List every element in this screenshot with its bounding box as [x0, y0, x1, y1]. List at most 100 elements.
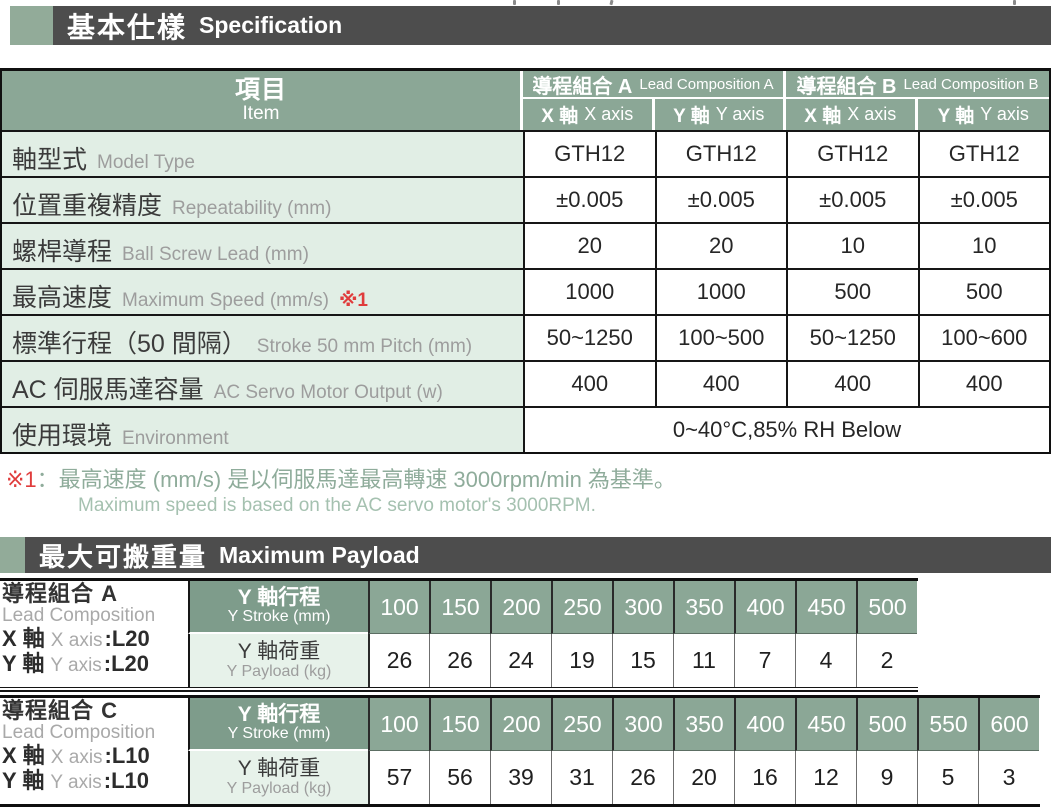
stroke-cell: 300 [612, 698, 673, 751]
stroke-cell: 400 [734, 698, 795, 751]
green-accent-square [0, 537, 25, 573]
group-a-zh: 導程組合 A [532, 75, 633, 98]
cell-value: 100~600 [917, 316, 1049, 360]
cell-value: 1000 [654, 270, 786, 314]
cell-value: ±0.005 [786, 178, 918, 222]
payload-cell: 7 [734, 634, 795, 687]
cell-value: 400 [917, 362, 1049, 406]
payload-cell: 31 [551, 751, 612, 804]
cell-value: GTH12 [523, 132, 655, 176]
stroke-cell: 350 [673, 581, 734, 634]
payload-cell: 26 [612, 751, 673, 804]
payload-cell: 3 [978, 751, 1039, 804]
green-accent-square [10, 6, 53, 45]
y-payload-header: Y 軸荷重 Y Payload (kg) [188, 751, 368, 804]
y-payload-header: Y 軸荷重 Y Payload (kg) [188, 634, 368, 687]
cell-value: 500 [917, 270, 1049, 314]
section-title-zh: 基本仕樣 [67, 11, 188, 43]
specification-table: 項目 Item 導程組合 A Lead Composition A 導程組合 B… [0, 68, 1051, 454]
payload-cell: 19 [551, 634, 612, 687]
stroke-cell: 450 [795, 581, 856, 634]
cell-value: 20 [654, 224, 786, 268]
stroke-cell: 300 [612, 581, 673, 634]
table-row-model-type: 軸型式 Model Type GTH12 GTH12 GTH12 GTH12 [2, 130, 1049, 176]
payload-cell: 39 [490, 751, 551, 804]
payload-cell: 26 [429, 634, 490, 687]
axis-header-b-x: X 軸 X axis [786, 99, 918, 130]
payload-cell: 20 [673, 751, 734, 804]
cell-value: 50~1250 [523, 316, 655, 360]
axis-header-a-y: Y 軸 Y axis [655, 99, 786, 130]
group-header-lead-composition-b: 導程組合 B Lead Composition B [786, 71, 1049, 99]
table-row-repeatability: 位置重複精度 Repeatability (mm) ±0.005 ±0.005 … [2, 176, 1049, 222]
stroke-cell: 200 [490, 581, 551, 634]
stroke-cell: 450 [795, 698, 856, 751]
cell-value: 400 [654, 362, 786, 406]
cell-value: 10 [786, 224, 918, 268]
stroke-cell: 150 [429, 698, 490, 751]
specification-table-header: 項目 Item 導程組合 A Lead Composition A 導程組合 B… [2, 71, 1049, 130]
payload-cell: 16 [734, 751, 795, 804]
table-row-maximum-speed: 最高速度 Maximum Speed (mm/s) ※1 1000 1000 5… [2, 268, 1049, 314]
cut-off-text-fragments [0, 0, 1051, 6]
payload-cell: 5 [917, 751, 978, 804]
cell-value: 10 [917, 224, 1049, 268]
table-row-environment: 使用環境 Environment 0~40°C,85% RH Below [2, 406, 1049, 452]
cell-value: 20 [523, 224, 655, 268]
axis-header-b-y: Y 軸 Y axis [937, 104, 1029, 127]
stroke-cell: 350 [673, 698, 734, 751]
payload-cell: 26 [368, 634, 429, 687]
double-rule [0, 690, 918, 692]
table-row-ball-screw-lead: 螺桿導程 Ball Screw Lead (mm) 20 20 10 10 [2, 222, 1049, 268]
payload-cell: 57 [368, 751, 429, 804]
cell-value: 400 [523, 362, 655, 406]
section-title-en: Specification [199, 12, 343, 38]
payload-cell: 9 [856, 751, 917, 804]
stroke-cell: 200 [490, 698, 551, 751]
axis-header-a-x: X 軸 X axis [523, 99, 655, 130]
stroke-cell: 100 [368, 581, 429, 634]
section-title-bar: 最大可搬重量 Maximum Payload [25, 537, 1051, 573]
footnote-text-zh: ：最高速度 (mm/s) 是以伺服馬達最高轉速 3000rpm/min 為基準。 [36, 467, 676, 492]
cell-value: 400 [786, 362, 918, 406]
section-title-en: Maximum Payload [219, 541, 420, 568]
payload-cell: 4 [795, 634, 856, 687]
group-a-en: Lead Composition A [639, 75, 774, 93]
cell-value: GTH12 [917, 132, 1049, 176]
stroke-cell: 250 [551, 698, 612, 751]
cell-value: ±0.005 [917, 178, 1049, 222]
cell-value: 1000 [523, 270, 655, 314]
payload-cell: 11 [673, 634, 734, 687]
stroke-cell: 600 [978, 698, 1039, 751]
section-title-bar: 基本仕樣 Specification [53, 6, 1051, 45]
table-row-stroke: 標準行程（50 間隔） Stroke 50 mm Pitch (mm) 50~1… [2, 314, 1049, 360]
footnote-text-en: Maximum speed is based on the AC servo m… [78, 495, 596, 516]
payload-cell: 24 [490, 634, 551, 687]
stroke-cell: 250 [551, 581, 612, 634]
cell-value: 100~500 [654, 316, 786, 360]
payload-cell: 56 [429, 751, 490, 804]
footnote-marker: ※1 [338, 290, 368, 311]
stroke-cell: 550 [917, 698, 978, 751]
footnote-marker: ※1 [6, 467, 37, 492]
stroke-cell: 500 [856, 698, 917, 751]
stroke-cell: 500 [856, 581, 917, 634]
item-header-zh: 項目 [234, 76, 287, 105]
group-header-lead-composition-a: 導程組合 A Lead Composition A [523, 71, 786, 99]
item-header-en: Item [242, 102, 280, 124]
stroke-cell: 150 [429, 581, 490, 634]
cell-value: GTH12 [786, 132, 918, 176]
cell-value: GTH12 [654, 132, 786, 176]
stroke-cell: 100 [368, 698, 429, 751]
group-b-en: Lead Composition B [903, 75, 1039, 93]
section-title-zh: 最大可搬重量 [39, 541, 208, 572]
cell-value: ±0.005 [523, 178, 655, 222]
payload-cell: 15 [612, 634, 673, 687]
cell-value: ±0.005 [654, 178, 786, 222]
cell-value: 50~1250 [786, 316, 918, 360]
section-title-specification: 基本仕樣 Specification [10, 6, 1051, 45]
section-title-maximum-payload: 最大可搬重量 Maximum Payload [0, 537, 1051, 573]
